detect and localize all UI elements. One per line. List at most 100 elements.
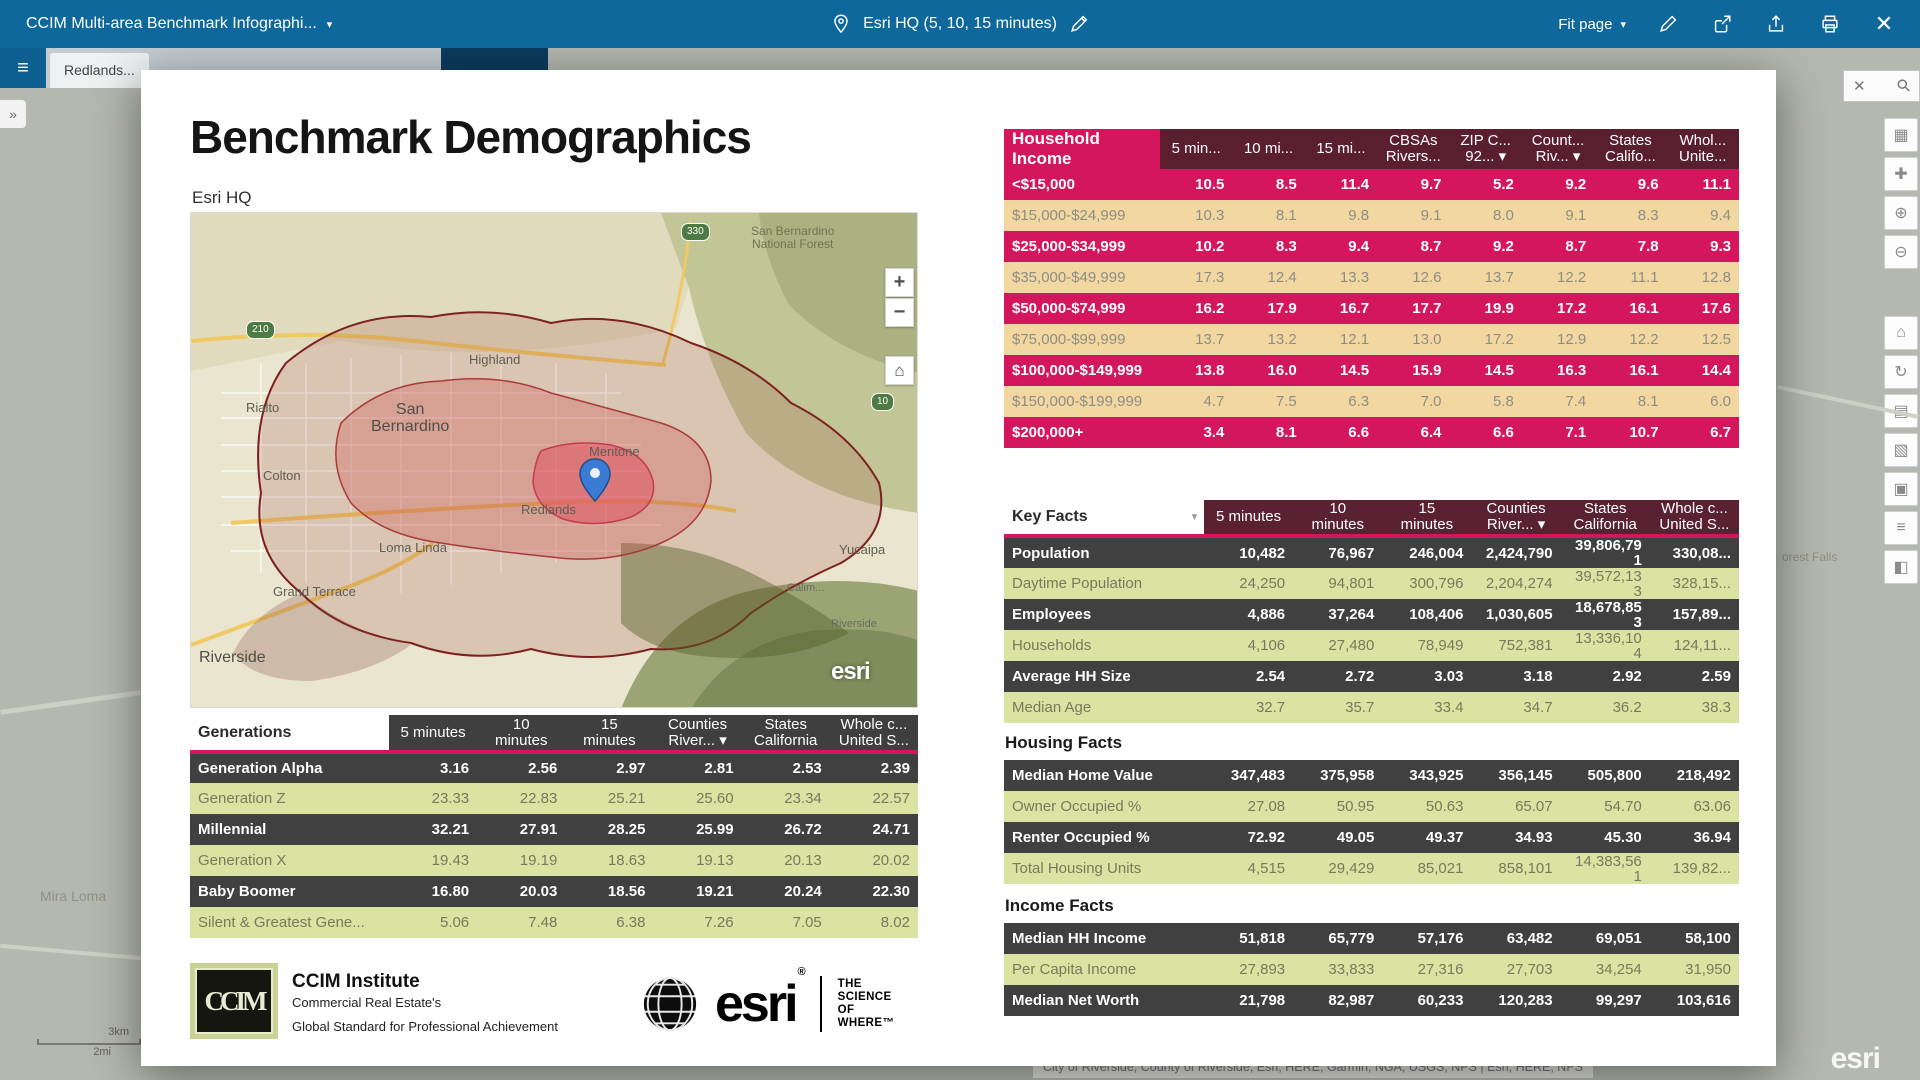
dropdown-caret-icon: ▾: [1191, 511, 1197, 523]
map-zoom-out-button[interactable]: −: [885, 298, 914, 327]
fit-page-dropdown[interactable]: Fit page ▾: [1558, 16, 1626, 33]
column-header: Whol... Unite...: [1666, 129, 1739, 169]
value-cell: 4.7: [1160, 386, 1233, 417]
value-cell: 9.3: [1666, 231, 1739, 262]
print-icon[interactable]: [1818, 12, 1842, 36]
value-cell: 2,424,790: [1471, 536, 1561, 568]
value-cell: 9.1: [1377, 200, 1450, 231]
row-label: Median Age: [1004, 692, 1204, 723]
value-cell: 63,482: [1471, 923, 1561, 954]
value-cell: 7.1: [1521, 417, 1595, 448]
value-cell: 36.2: [1560, 692, 1650, 723]
value-cell: 28.25: [565, 814, 654, 845]
value-cell: 12.8: [1666, 262, 1739, 293]
value-cell: 17.6: [1666, 293, 1739, 324]
clear-search-icon[interactable]: ✕: [1853, 78, 1866, 95]
zoom-out-tool[interactable]: ⊖: [1884, 235, 1918, 269]
map-home-button[interactable]: ⌂: [885, 356, 914, 385]
value-cell: 60,233: [1382, 985, 1472, 1016]
value-cell: 7.05: [741, 907, 830, 938]
table-title: Generations: [190, 715, 389, 754]
value-cell: 6.38: [565, 907, 654, 938]
row-label: Average HH Size: [1004, 661, 1204, 692]
row-label: Owner Occupied %: [1004, 791, 1204, 822]
swipe-tool[interactable]: ◧: [1884, 550, 1918, 584]
value-cell: 124,11...: [1649, 630, 1739, 661]
panel-collapse-button[interactable]: »: [0, 100, 26, 128]
value-cell: 25.99: [653, 814, 742, 845]
income-facts-heading: Income Facts: [1005, 896, 1114, 915]
table-row: Generation Z 23.33 22.83 25.21 25.60 23.34 22.…: [190, 783, 918, 814]
zoom-in-tool[interactable]: ⊕: [1884, 196, 1918, 230]
search-box-fragment[interactable]: ✕ ⚲: [1843, 70, 1920, 102]
value-cell: 10.2: [1160, 231, 1233, 262]
map-tab-redlands[interactable]: Redlands...: [50, 53, 149, 88]
map-label-calimesa: Calim...: [787, 582, 825, 594]
value-cell: 8.3: [1594, 200, 1667, 231]
chevron-down-icon: ▾: [1620, 18, 1626, 31]
column-header[interactable]: Counties River... ▾: [1471, 500, 1561, 538]
table-row: Households 4,106 27,480 78,949 752,381 13,336…: [1004, 630, 1739, 661]
value-cell: 6.4: [1377, 417, 1450, 448]
value-cell: 356,145: [1471, 760, 1561, 791]
refresh-tool[interactable]: ↻: [1884, 355, 1918, 389]
value-cell: 35.7: [1293, 692, 1383, 723]
column-header[interactable]: Counties River... ▾: [653, 715, 742, 754]
legend-tool[interactable]: ▧: [1884, 433, 1918, 467]
value-cell: 69,051: [1560, 923, 1650, 954]
value-cell: 16.3: [1521, 355, 1595, 386]
row-label: $200,000+: [1004, 417, 1160, 448]
table-title[interactable]: Key Facts ▾: [1004, 500, 1204, 538]
table-header-row: Generations 5 minutes 10 minutes 15 minutes…: [190, 715, 918, 754]
search-icon[interactable]: ⚲: [1892, 74, 1915, 97]
default-extent-tool[interactable]: ⌂: [1884, 316, 1918, 350]
value-cell: 34.7: [1471, 692, 1561, 723]
value-cell: 7.0: [1377, 386, 1450, 417]
app-menu-button[interactable]: ≡: [0, 48, 46, 88]
bg-label-forest-falls: orest Falls: [1782, 550, 1838, 564]
export-icon[interactable]: [1710, 12, 1734, 36]
share-icon[interactable]: [1764, 12, 1788, 36]
basemap-gallery-tool[interactable]: ▦: [1884, 118, 1918, 152]
value-cell: 27,703: [1471, 954, 1561, 985]
edit-location-icon[interactable]: [1067, 12, 1091, 36]
row-label: Median HH Income: [1004, 923, 1204, 954]
value-cell: 8.1: [1594, 386, 1667, 417]
value-cell: 13,336,10 4: [1560, 630, 1650, 661]
table-row: Median Net Worth 21,798 82,987 60,233 120,28…: [1004, 985, 1739, 1016]
fit-page-label: Fit page: [1558, 15, 1613, 33]
close-icon[interactable]: ✕: [1874, 11, 1894, 36]
value-cell: 27,316: [1382, 954, 1472, 985]
table-row: $150,000-$199,999 4.7 7.5 6.3 7.0 5.8 7.4 8.1 6.…: [1004, 386, 1739, 417]
menu-tool[interactable]: ≡: [1884, 511, 1918, 545]
row-label: Generation Alpha: [190, 752, 389, 783]
value-cell: 39,806,79 1: [1560, 536, 1650, 568]
edit-infographic-icon[interactable]: [1656, 12, 1680, 36]
map-label-colton: Colton: [263, 468, 301, 483]
column-header[interactable]: Count... Riv... ▾: [1521, 129, 1595, 169]
value-cell: 23.33: [389, 783, 478, 814]
drive-time-map[interactable]: San Bernardino National Forest 330 Highlan…: [190, 212, 918, 708]
map-zoom-in-button[interactable]: +: [885, 268, 914, 297]
column-header[interactable]: ZIP C... 92... ▾: [1449, 129, 1522, 169]
value-cell: 9.2: [1521, 169, 1595, 200]
map-label-riverside-right: Riverside: [831, 618, 877, 630]
document-title-menu[interactable]: CCIM Multi-area Benchmark Infographi... …: [0, 15, 332, 33]
value-cell: 27.08: [1204, 791, 1294, 822]
value-cell: 45.30: [1560, 822, 1650, 853]
value-cell: 14.4: [1666, 355, 1739, 386]
value-cell: 3.4: [1160, 417, 1233, 448]
row-label: Employees: [1004, 599, 1204, 630]
value-cell: 11.1: [1666, 169, 1739, 200]
row-label: <$15,000: [1004, 169, 1160, 200]
value-cell: 22.83: [477, 783, 566, 814]
table-row: Median HH Income 51,818 65,779 57,176 63,482…: [1004, 923, 1739, 954]
ccim-tagline-1: Commercial Real Estate's: [292, 995, 442, 1010]
row-label: Per Capita Income: [1004, 954, 1204, 985]
value-cell: 14.5: [1449, 355, 1522, 386]
add-layer-tool[interactable]: ✚: [1884, 157, 1918, 191]
value-cell: 9.1: [1521, 200, 1595, 231]
select-tool[interactable]: ▣: [1884, 472, 1918, 506]
value-cell: 32.21: [389, 814, 478, 845]
column-header: 5 minutes: [1204, 500, 1294, 538]
